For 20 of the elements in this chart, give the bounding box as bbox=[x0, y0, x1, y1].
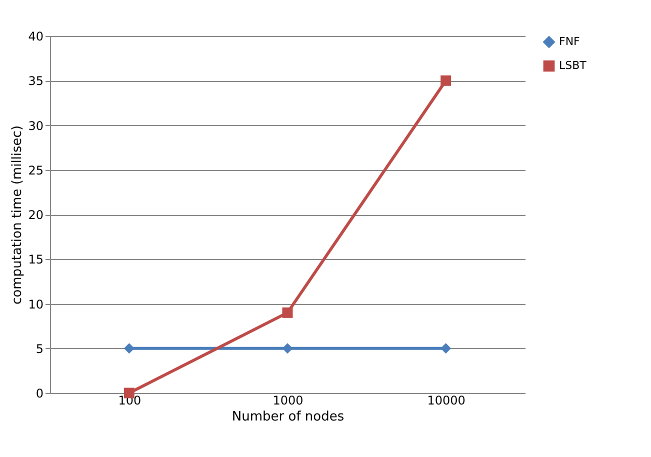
y-tick-label: 10 bbox=[28, 297, 44, 312]
y-tick-label: 30 bbox=[28, 118, 44, 133]
point bbox=[440, 343, 452, 354]
point bbox=[282, 343, 293, 354]
point bbox=[440, 75, 452, 86]
point bbox=[282, 307, 293, 318]
y-axis-title: computation time (millisec) bbox=[10, 125, 26, 305]
legend-label: FNF bbox=[559, 35, 580, 48]
point bbox=[124, 343, 134, 354]
y-tick-label: 25 bbox=[28, 163, 44, 178]
y-tick-label: 15 bbox=[28, 252, 44, 267]
legend-label: LSBT bbox=[559, 59, 587, 72]
x-tick-label: 10000 bbox=[427, 394, 466, 408]
y-tick-label: 40 bbox=[28, 30, 44, 44]
x-axis-title: Number of nodes bbox=[232, 410, 344, 424]
y-tick-label: 5 bbox=[36, 342, 44, 356]
y-tick-label: 20 bbox=[28, 208, 44, 222]
x-tick-label: 1000 bbox=[272, 394, 304, 408]
y-tick-label: 0 bbox=[36, 386, 44, 400]
y-tick-label: 35 bbox=[28, 74, 44, 88]
